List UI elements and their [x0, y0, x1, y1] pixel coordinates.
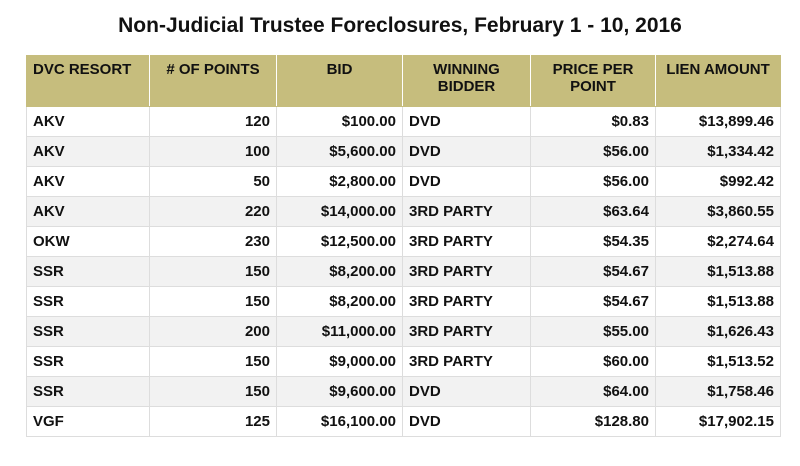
cell-lien-amount: $13,899.46: [655, 106, 781, 137]
table-row: SSR 150 $9,000.00 3RD PARTY $60.00 $1,51…: [26, 346, 781, 377]
cell-lien-amount: $1,626.43: [655, 316, 781, 347]
cell-winning-bidder: 3RD PARTY: [402, 286, 531, 317]
table-row: VGF 125 $16,100.00 DVD $128.80 $17,902.1…: [26, 406, 781, 437]
cell-points: 200: [149, 316, 277, 347]
table-row: OKW 230 $12,500.00 3RD PARTY $54.35 $2,2…: [26, 226, 781, 257]
cell-price-per-point: $54.67: [530, 256, 656, 287]
cell-bid: $12,500.00: [276, 226, 403, 257]
cell-lien-amount: $1,513.52: [655, 346, 781, 377]
column-header-points: # OF POINTS: [149, 55, 277, 107]
cell-bid: $14,000.00: [276, 196, 403, 227]
cell-winning-bidder: 3RD PARTY: [402, 226, 531, 257]
cell-points: 220: [149, 196, 277, 227]
cell-winning-bidder: DVD: [402, 406, 531, 437]
cell-price-per-point: $60.00: [530, 346, 656, 377]
cell-points: 150: [149, 256, 277, 287]
cell-lien-amount: $992.42: [655, 166, 781, 197]
foreclosures-table: DVC RESORT # OF POINTS BID WINNING BIDDE…: [26, 55, 781, 437]
table-row: AKV 50 $2,800.00 DVD $56.00 $992.42: [26, 166, 781, 197]
cell-points: 150: [149, 286, 277, 317]
cell-bid: $8,200.00: [276, 286, 403, 317]
table-row: SSR 200 $11,000.00 3RD PARTY $55.00 $1,6…: [26, 316, 781, 347]
table-body: AKV 120 $100.00 DVD $0.83 $13,899.46 AKV…: [26, 106, 781, 437]
cell-lien-amount: $1,513.88: [655, 286, 781, 317]
cell-resort: AKV: [26, 136, 150, 167]
cell-resort: SSR: [26, 376, 150, 407]
cell-price-per-point: $56.00: [530, 136, 656, 167]
cell-points: 230: [149, 226, 277, 257]
cell-price-per-point: $54.67: [530, 286, 656, 317]
cell-bid: $5,600.00: [276, 136, 403, 167]
cell-resort: AKV: [26, 166, 150, 197]
cell-points: 150: [149, 376, 277, 407]
cell-lien-amount: $1,334.42: [655, 136, 781, 167]
cell-winning-bidder: 3RD PARTY: [402, 196, 531, 227]
cell-price-per-point: $54.35: [530, 226, 656, 257]
cell-winning-bidder: DVD: [402, 166, 531, 197]
cell-points: 150: [149, 346, 277, 377]
cell-resort: AKV: [26, 106, 150, 137]
cell-points: 50: [149, 166, 277, 197]
cell-bid: $9,000.00: [276, 346, 403, 377]
cell-winning-bidder: DVD: [402, 106, 531, 137]
cell-bid: $100.00: [276, 106, 403, 137]
page-title: Non-Judicial Trustee Foreclosures, Febru…: [118, 14, 682, 37]
cell-points: 100: [149, 136, 277, 167]
cell-resort: AKV: [26, 196, 150, 227]
cell-winning-bidder: DVD: [402, 136, 531, 167]
cell-points: 120: [149, 106, 277, 137]
cell-bid: $8,200.00: [276, 256, 403, 287]
cell-lien-amount: $17,902.15: [655, 406, 781, 437]
column-header-bid: BID: [276, 55, 403, 107]
table-header: DVC RESORT # OF POINTS BID WINNING BIDDE…: [26, 55, 781, 107]
cell-price-per-point: $63.64: [530, 196, 656, 227]
cell-resort: SSR: [26, 256, 150, 287]
cell-lien-amount: $2,274.64: [655, 226, 781, 257]
cell-resort: SSR: [26, 316, 150, 347]
cell-lien-amount: $1,513.88: [655, 256, 781, 287]
cell-winning-bidder: DVD: [402, 376, 531, 407]
column-header-price-per-point: PRICE PER POINT: [530, 55, 656, 107]
cell-price-per-point: $64.00: [530, 376, 656, 407]
table-row: SSR 150 $8,200.00 3RD PARTY $54.67 $1,51…: [26, 286, 781, 317]
cell-price-per-point: $56.00: [530, 166, 656, 197]
header-row: DVC RESORT # OF POINTS BID WINNING BIDDE…: [26, 55, 781, 107]
table-row: AKV 220 $14,000.00 3RD PARTY $63.64 $3,8…: [26, 196, 781, 227]
cell-price-per-point: $55.00: [530, 316, 656, 347]
table-row: SSR 150 $9,600.00 DVD $64.00 $1,758.46: [26, 376, 781, 407]
column-header-winning-bidder: WINNING BIDDER: [402, 55, 531, 107]
cell-bid: $9,600.00: [276, 376, 403, 407]
cell-winning-bidder: 3RD PARTY: [402, 316, 531, 347]
cell-lien-amount: $3,860.55: [655, 196, 781, 227]
cell-resort: VGF: [26, 406, 150, 437]
cell-price-per-point: $128.80: [530, 406, 656, 437]
column-header-resort: DVC RESORT: [26, 55, 150, 107]
cell-resort: SSR: [26, 346, 150, 377]
cell-winning-bidder: 3RD PARTY: [402, 256, 531, 287]
column-header-lien-amount: LIEN AMOUNT: [655, 55, 781, 107]
table-row: SSR 150 $8,200.00 3RD PARTY $54.67 $1,51…: [26, 256, 781, 287]
cell-bid: $16,100.00: [276, 406, 403, 437]
cell-resort: OKW: [26, 226, 150, 257]
cell-bid: $2,800.00: [276, 166, 403, 197]
table-row: AKV 120 $100.00 DVD $0.83 $13,899.46: [26, 106, 781, 137]
cell-resort: SSR: [26, 286, 150, 317]
cell-bid: $11,000.00: [276, 316, 403, 347]
cell-lien-amount: $1,758.46: [655, 376, 781, 407]
cell-price-per-point: $0.83: [530, 106, 656, 137]
table-row: AKV 100 $5,600.00 DVD $56.00 $1,334.42: [26, 136, 781, 167]
cell-winning-bidder: 3RD PARTY: [402, 346, 531, 377]
cell-points: 125: [149, 406, 277, 437]
